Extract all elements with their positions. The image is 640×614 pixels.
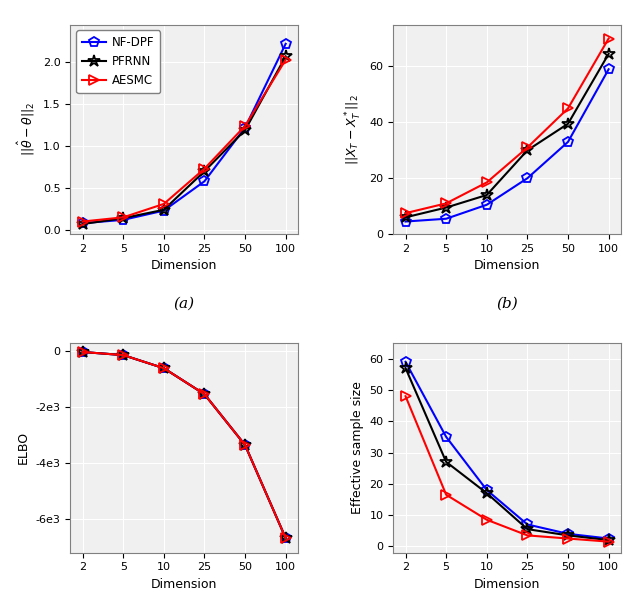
AESMC (160, 200, 168, 208)
AESMC (524, 144, 531, 151)
Line: AESMC: AESMC (77, 55, 291, 227)
PFRNN (79, 348, 86, 356)
AESMC (119, 351, 127, 359)
AESMC (200, 391, 208, 398)
PFRNN (160, 365, 168, 372)
AESMC (282, 534, 289, 542)
Line: AESMC: AESMC (401, 34, 614, 218)
AESMC (483, 179, 491, 186)
PFRNN (483, 192, 491, 199)
NF-DPF (79, 220, 86, 227)
PFRNN (442, 458, 450, 465)
NF-DPF (605, 66, 612, 73)
Line: PFRNN: PFRNN (76, 50, 292, 230)
PFRNN (282, 53, 289, 60)
X-axis label: Dimension: Dimension (151, 259, 218, 273)
PFRNN (241, 441, 249, 449)
NF-DPF (483, 486, 491, 494)
NF-DPF (160, 207, 168, 214)
AESMC (564, 105, 572, 112)
Y-axis label: ELBO: ELBO (17, 431, 30, 464)
PFRNN (402, 364, 410, 371)
Text: (a): (a) (173, 297, 195, 311)
NF-DPF (282, 534, 289, 542)
Line: PFRNN: PFRNN (76, 346, 292, 545)
NF-DPF (483, 201, 491, 208)
PFRNN (402, 214, 410, 221)
NF-DPF (402, 218, 410, 225)
PFRNN (160, 206, 168, 214)
AESMC (160, 365, 168, 372)
AESMC (200, 165, 208, 173)
NF-DPF (119, 216, 127, 223)
PFRNN (483, 489, 491, 497)
X-axis label: Dimension: Dimension (474, 578, 540, 591)
AESMC (524, 532, 531, 539)
AESMC (241, 441, 249, 449)
NF-DPF (442, 433, 450, 441)
PFRNN (442, 204, 450, 211)
NF-DPF (79, 348, 86, 356)
Line: AESMC: AESMC (77, 347, 291, 543)
X-axis label: Dimension: Dimension (474, 259, 540, 273)
NF-DPF (564, 138, 572, 146)
AESMC (79, 218, 86, 225)
PFRNN (605, 50, 612, 58)
X-axis label: Dimension: Dimension (151, 578, 218, 591)
PFRNN (282, 534, 289, 542)
NF-DPF (524, 174, 531, 182)
PFRNN (564, 120, 572, 128)
AESMC (79, 348, 86, 356)
PFRNN (524, 526, 531, 533)
NF-DPF (119, 351, 127, 359)
AESMC (564, 535, 572, 542)
AESMC (241, 122, 249, 130)
NF-DPF (442, 215, 450, 222)
AESMC (483, 516, 491, 524)
PFRNN (564, 532, 572, 539)
Y-axis label: $||\hat{\theta} - \theta||_2$: $||\hat{\theta} - \theta||_2$ (16, 102, 37, 157)
Line: NF-DPF: NF-DPF (77, 347, 291, 543)
NF-DPF (241, 124, 249, 131)
AESMC (282, 56, 289, 63)
AESMC (119, 214, 127, 221)
NF-DPF (564, 530, 572, 537)
NF-DPF (402, 358, 410, 365)
AESMC (605, 35, 612, 42)
NF-DPF (160, 365, 168, 372)
Line: NF-DPF: NF-DPF (401, 357, 614, 543)
AESMC (442, 200, 450, 207)
Line: PFRNN: PFRNN (399, 362, 615, 546)
AESMC (402, 209, 410, 217)
PFRNN (524, 147, 531, 154)
Line: NF-DPF: NF-DPF (77, 39, 291, 228)
NF-DPF (605, 535, 612, 542)
PFRNN (200, 391, 208, 398)
PFRNN (605, 537, 612, 544)
AESMC (442, 491, 450, 499)
Line: AESMC: AESMC (401, 391, 614, 546)
PFRNN (241, 126, 249, 134)
AESMC (402, 392, 410, 400)
Line: NF-DPF: NF-DPF (401, 64, 614, 227)
NF-DPF (282, 40, 289, 47)
NF-DPF (524, 521, 531, 528)
PFRNN (79, 220, 86, 228)
AESMC (605, 538, 612, 545)
NF-DPF (241, 441, 249, 449)
NF-DPF (200, 391, 208, 398)
PFRNN (119, 214, 127, 222)
Text: (b): (b) (496, 297, 518, 311)
Y-axis label: Effective sample size: Effective sample size (351, 381, 364, 515)
PFRNN (119, 351, 127, 359)
PFRNN (200, 168, 208, 175)
Legend: NF-DPF, PFRNN, AESMC: NF-DPF, PFRNN, AESMC (76, 31, 160, 93)
Line: PFRNN: PFRNN (399, 48, 615, 223)
NF-DPF (200, 177, 208, 185)
Y-axis label: $||X_T - X^*_T||_2$: $||X_T - X^*_T||_2$ (344, 94, 364, 165)
